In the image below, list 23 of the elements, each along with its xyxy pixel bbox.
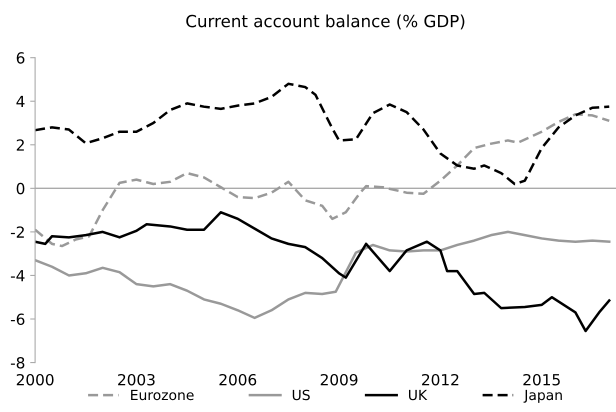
legend-label: Japan (524, 390, 562, 403)
y-tick-label: -8 (10, 357, 24, 369)
x-tick-label: 2015 (523, 374, 560, 386)
y-tick-label: 0 (16, 182, 24, 194)
legend-label: US (292, 390, 310, 400)
x-tick-label: 2006 (219, 374, 256, 386)
y-tick-label: -4 (10, 270, 25, 282)
y-tick-label: 2 (16, 139, 24, 151)
x-tick-label: 2000 (16, 374, 54, 386)
legend-label: UK (408, 390, 428, 400)
y-tick-label: -2 (10, 226, 24, 238)
line-series (35, 211, 610, 332)
line-series (35, 113, 610, 248)
line-series (35, 230, 610, 320)
y-tick-label: 6 (16, 52, 24, 64)
line-series (35, 82, 610, 186)
chart-title: Current account balance (% GDP) (186, 14, 464, 30)
y-tick-label: -6 (10, 313, 24, 326)
x-tick-label: 2003 (118, 374, 155, 386)
x-tick-label: 2012 (422, 374, 458, 386)
x-tick-label: 2009 (320, 374, 358, 386)
legend-label: Eurozone (131, 390, 194, 400)
y-tick-label: 4 (16, 96, 25, 108)
